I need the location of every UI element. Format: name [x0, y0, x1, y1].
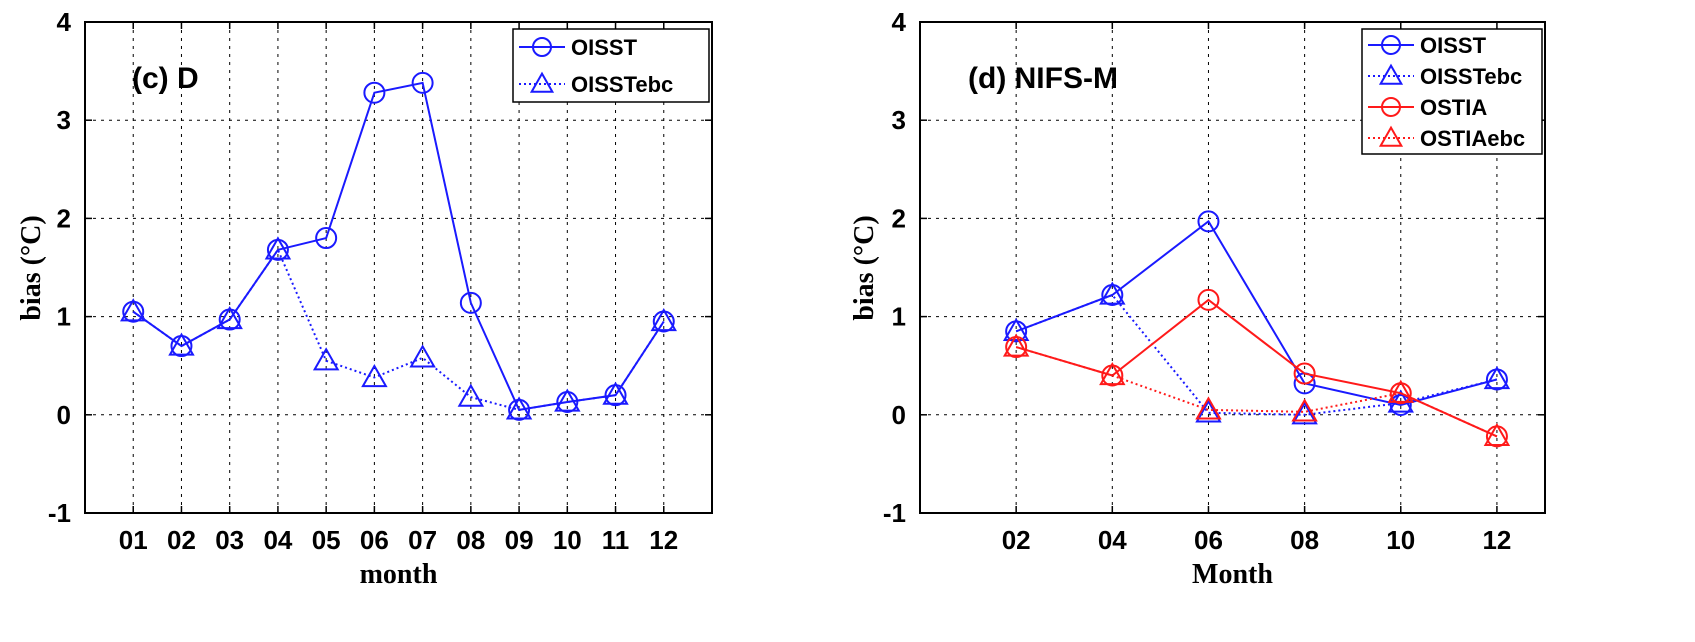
x-tick-label: 07 [408, 525, 437, 555]
series-oisst [1005, 210, 1508, 416]
data-point-triangle [1002, 333, 1030, 357]
x-tick-label: 05 [312, 525, 341, 555]
data-point-triangle [1378, 63, 1404, 85]
x-tick-label: 01 [119, 525, 148, 555]
y-tick-label: -1 [48, 498, 71, 528]
x-tick-label: 12 [649, 525, 678, 555]
y-tick-label: 4 [892, 7, 907, 37]
legend-label: OSTIAebc [1420, 126, 1525, 151]
y-tick-label: 0 [892, 400, 906, 430]
x-tick-label: 03 [215, 525, 244, 555]
x-tick-label: 02 [167, 525, 196, 555]
series-line [132, 81, 665, 412]
data-point-circle [363, 81, 386, 104]
series-line [1015, 298, 1498, 438]
panel-title: (d) NIFS-M [968, 62, 1118, 95]
y-tick-label: 3 [892, 105, 906, 135]
data-point-triangle [554, 388, 581, 412]
y-axis-title: bias (°C) [16, 215, 47, 320]
x-tick-label: 11 [602, 525, 630, 555]
x-tick-label: 12 [1482, 525, 1511, 555]
data-point-triangle [120, 298, 147, 322]
data-point-triangle [216, 306, 243, 330]
legend-label: OISSTebc [1420, 64, 1522, 89]
x-tick-label: 08 [1290, 525, 1319, 555]
data-point-triangle [409, 344, 436, 368]
y-tick-label: -1 [883, 498, 906, 528]
y-tick-label: 0 [57, 400, 71, 430]
data-point-triangle [650, 307, 677, 332]
series-ostiaebc [1002, 333, 1511, 447]
x-axis-title: month [360, 559, 438, 590]
legend-label: OSTIA [1420, 95, 1487, 120]
x-tick-label: 06 [360, 525, 389, 555]
y-tick-label: 4 [57, 7, 72, 37]
data-point-circle [532, 37, 552, 57]
data-point-triangle [168, 332, 195, 356]
data-point-circle [1389, 393, 1412, 416]
data-point-triangle [1195, 396, 1222, 420]
data-point-triangle [1387, 379, 1414, 403]
data-point-triangle [312, 347, 340, 371]
x-tick-label: 06 [1194, 525, 1223, 555]
series-ostia [1005, 288, 1508, 448]
x-tick-label: 10 [1386, 525, 1415, 555]
data-point-triangle [1291, 401, 1318, 425]
x-axis-title: Month [1192, 559, 1273, 590]
data-point-triangle [1099, 281, 1126, 305]
y-tick-label: 3 [57, 105, 71, 135]
data-point-triangle [264, 236, 292, 260]
y-tick-label: 1 [57, 302, 71, 332]
x-tick-label: 10 [553, 525, 582, 555]
data-point-circle [459, 291, 482, 314]
data-point-circle [1293, 362, 1316, 385]
data-point-triangle [1483, 365, 1511, 390]
legend: OISST OISSTebc [512, 28, 710, 103]
data-point-triangle [505, 396, 533, 420]
axes-frame [919, 21, 1546, 514]
data-point-circle [1381, 97, 1401, 117]
x-tick-label: 09 [505, 525, 534, 555]
series-oisstebc [120, 236, 677, 420]
y-tick-label: 2 [57, 203, 71, 233]
series-line [1015, 293, 1498, 416]
data-point-circle [315, 227, 338, 250]
data-point-triangle [529, 71, 555, 93]
x-tick-label: 04 [1098, 525, 1127, 555]
data-point-triangle [457, 383, 485, 407]
panel-title: (c) D [132, 62, 199, 95]
y-tick-label: 1 [892, 302, 906, 332]
y-tick-label: 2 [892, 203, 906, 233]
series-oisstebc [1002, 281, 1511, 425]
x-tick-label: 02 [1002, 525, 1031, 555]
data-point-triangle [602, 381, 629, 405]
legend-label: OISST [1420, 33, 1487, 58]
series-oisst [122, 71, 675, 421]
x-tick-label: 08 [456, 525, 485, 555]
legend: OISST OISSTebc OSTIA OSTIAebc [1361, 28, 1543, 155]
data-point-triangle [1195, 399, 1222, 423]
data-point-triangle [1099, 362, 1126, 386]
series-line [1015, 219, 1498, 407]
data-point-circle [1197, 210, 1220, 233]
data-point-circle [1381, 35, 1401, 55]
data-point-triangle [361, 363, 388, 388]
legend-box [512, 28, 710, 103]
legend-box [1361, 28, 1543, 155]
y-axis-title: bias (°C) [849, 215, 880, 320]
data-point-triangle [1002, 317, 1030, 341]
series-line [1015, 346, 1498, 438]
legend-label: OISST [571, 35, 638, 60]
data-point-triangle [1291, 398, 1318, 422]
data-point-triangle [1378, 125, 1404, 147]
data-point-triangle [1483, 422, 1511, 447]
axes-frame [84, 21, 713, 514]
data-point-circle [1197, 288, 1220, 311]
data-point-circle [411, 71, 434, 94]
legend-label: OISSTebc [571, 72, 673, 97]
x-tick-label: 04 [263, 525, 292, 555]
